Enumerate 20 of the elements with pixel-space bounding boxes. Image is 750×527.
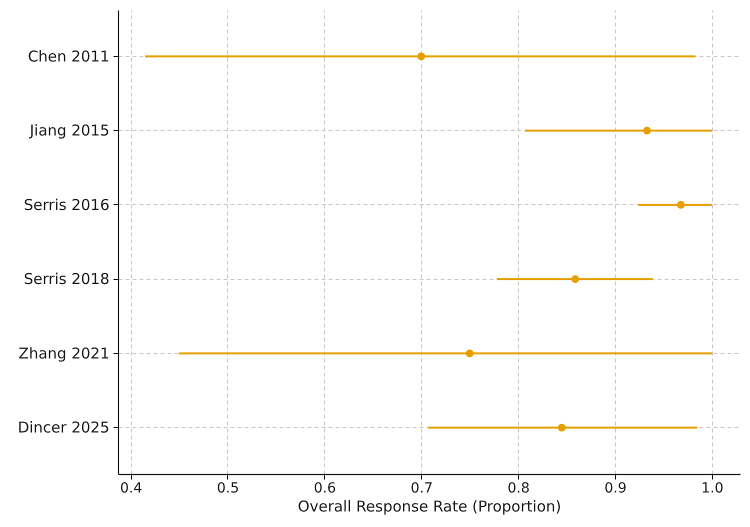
x-tick-label: 0.9 xyxy=(604,480,627,496)
x-tick-label: 1.0 xyxy=(701,480,724,496)
x-tick-label: 0.8 xyxy=(508,480,530,496)
x-axis-title: Overall Response Rate (Proportion) xyxy=(298,498,562,516)
x-tick-label: 0.6 xyxy=(314,480,336,496)
point xyxy=(677,201,685,209)
x-tick-label: 0.7 xyxy=(410,480,433,496)
point xyxy=(417,52,426,60)
y-tick-label: Dincer 2025 xyxy=(18,418,110,437)
y-tick-label: Zhang 2021 xyxy=(18,344,110,362)
y-tick-label: Serris 2016 xyxy=(24,196,110,214)
point xyxy=(643,126,651,135)
point xyxy=(571,275,580,283)
point xyxy=(466,349,474,358)
x-tick-label: 0.4 xyxy=(120,480,142,496)
x-tick-label: 0.5 xyxy=(216,480,240,496)
y-tick-label: Chen 2011 xyxy=(28,47,110,66)
point xyxy=(558,424,566,432)
y-tick-label: Serris 2018 xyxy=(24,270,110,288)
y-tick-label: Jiang 2015 xyxy=(28,122,110,140)
